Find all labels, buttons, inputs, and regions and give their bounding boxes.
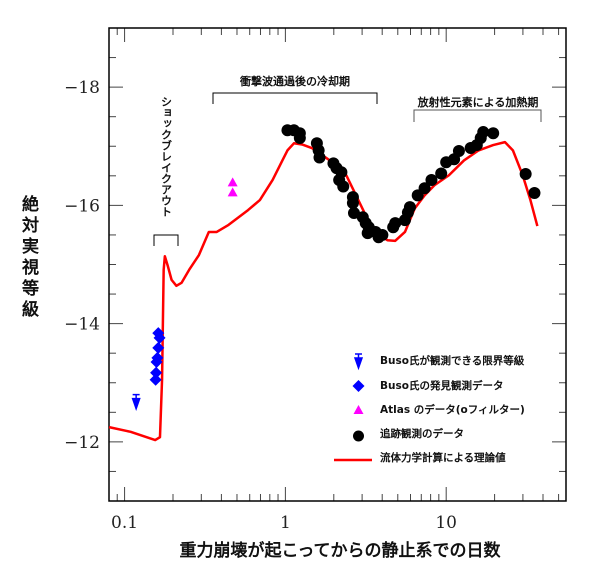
followup-data-point: [452, 144, 465, 157]
x-tick-label: 0.1: [111, 513, 138, 533]
followup-data-point: [425, 173, 438, 186]
x-tick-label: 1: [280, 513, 291, 533]
followup-data-point: [389, 217, 402, 230]
annotation-shock-breakout-label: ショックブレイクアウト: [160, 96, 173, 217]
annotation-shock-breakout: ショックブレイクアウト: [153, 96, 179, 246]
followup-data-point: [487, 127, 500, 140]
legend-label: 追跡観測のデータ: [380, 427, 464, 440]
followup-data-point: [519, 168, 532, 181]
annotation-radioactive-heating-label: 放射性元素による加熱期: [417, 95, 539, 109]
legend-item-limit: Buso氏が観測できる限界等級: [353, 353, 525, 371]
atlas-data-point: [227, 177, 238, 187]
down-arrow-icon: [353, 353, 364, 371]
diamond-icon: [352, 380, 365, 392]
discovery-data-point: [153, 331, 166, 344]
legend-label: Atlas のデータ(oフィルター): [380, 403, 525, 416]
axis-ticks: [108, 28, 566, 501]
legend-item-discovery: Buso氏の発見観測データ: [352, 379, 503, 392]
followup-data-point: [293, 131, 306, 144]
annotation-radioactive-heating: 放射性元素による加熱期: [413, 95, 542, 122]
triangle-icon: [353, 405, 364, 414]
x-tick-label: 10: [435, 513, 457, 533]
discovery-data-point: [150, 366, 163, 379]
followup-data-point: [435, 167, 448, 180]
legend-label: 流体力学計算による理論値: [380, 451, 506, 464]
x-tick-labels: 0.1 1 10: [111, 513, 457, 533]
y-tick-label: −16: [64, 196, 100, 216]
legend-item-atlas: Atlas のデータ(oフィルター): [353, 403, 525, 416]
y-tick-label: −18: [64, 78, 100, 98]
discovery-data-point: [150, 356, 163, 369]
followup-data-point: [372, 231, 385, 244]
x-axis-title: 重力崩壊が起こってからの静止系での日数: [180, 540, 502, 561]
model-curve-layer: [108, 140, 539, 442]
legend-item-followup: 追跡観測のデータ: [353, 427, 464, 442]
plot-frame: [108, 27, 567, 502]
data-marks: [131, 124, 541, 411]
followup-data-point: [403, 201, 416, 214]
discovery-data-point: [152, 341, 165, 354]
legend: Buso氏が観測できる限界等級 Buso氏の発見観測データ Atlas のデータ…: [334, 353, 525, 464]
y-tick-label: −12: [64, 433, 100, 453]
followup-data-point: [313, 151, 326, 164]
followup-data-point: [528, 186, 541, 199]
y-axis-title: 絶対実視等級: [18, 194, 40, 321]
followup-data-point: [477, 126, 490, 139]
annotation-cooling-phase-label: 衝撃波通過後の冷却期: [239, 74, 350, 88]
atlas-data-point: [227, 187, 238, 197]
followup-data-point: [337, 180, 350, 193]
model-curve-line: [108, 140, 539, 442]
discovery-data-point: [149, 373, 162, 386]
legend-item-model: 流体力学計算による理論値: [334, 451, 506, 464]
legend-label: Buso氏が観測できる限界等級: [380, 354, 525, 367]
y-tick-label: −14: [64, 315, 100, 335]
followup-data-point: [418, 182, 431, 195]
limit-marker: [131, 393, 141, 411]
followup-data-point: [346, 197, 359, 210]
legend-label: Buso氏の発見観測データ: [380, 379, 503, 392]
y-tick-labels: −18 −16 −14 −12: [64, 78, 100, 453]
annotation-cooling-phase: 衝撃波通過後の冷却期: [212, 74, 378, 104]
circle-icon: [353, 430, 364, 442]
